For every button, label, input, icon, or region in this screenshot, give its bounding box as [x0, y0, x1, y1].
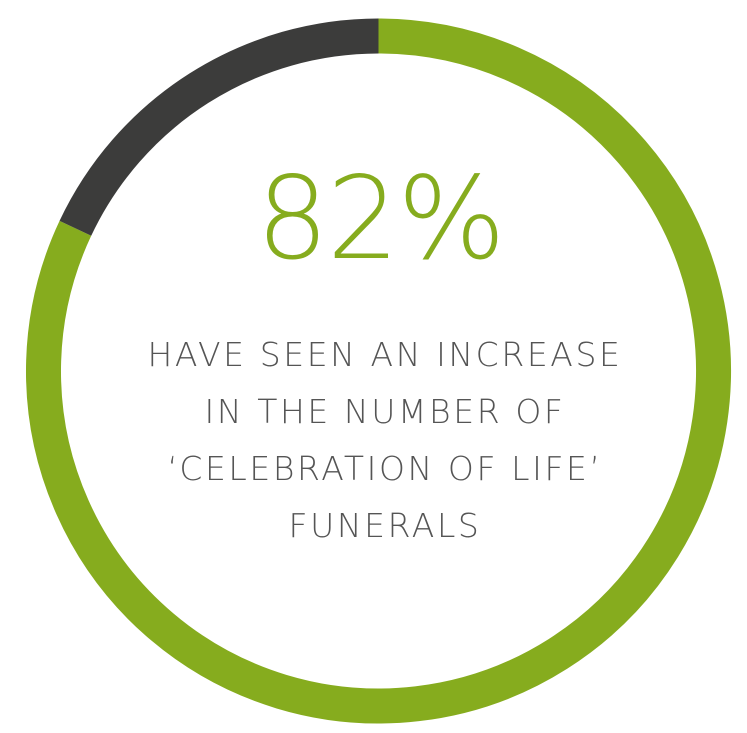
donut-slice-increase — [26, 18, 731, 724]
donut-slice-remainder — [59, 18, 379, 236]
